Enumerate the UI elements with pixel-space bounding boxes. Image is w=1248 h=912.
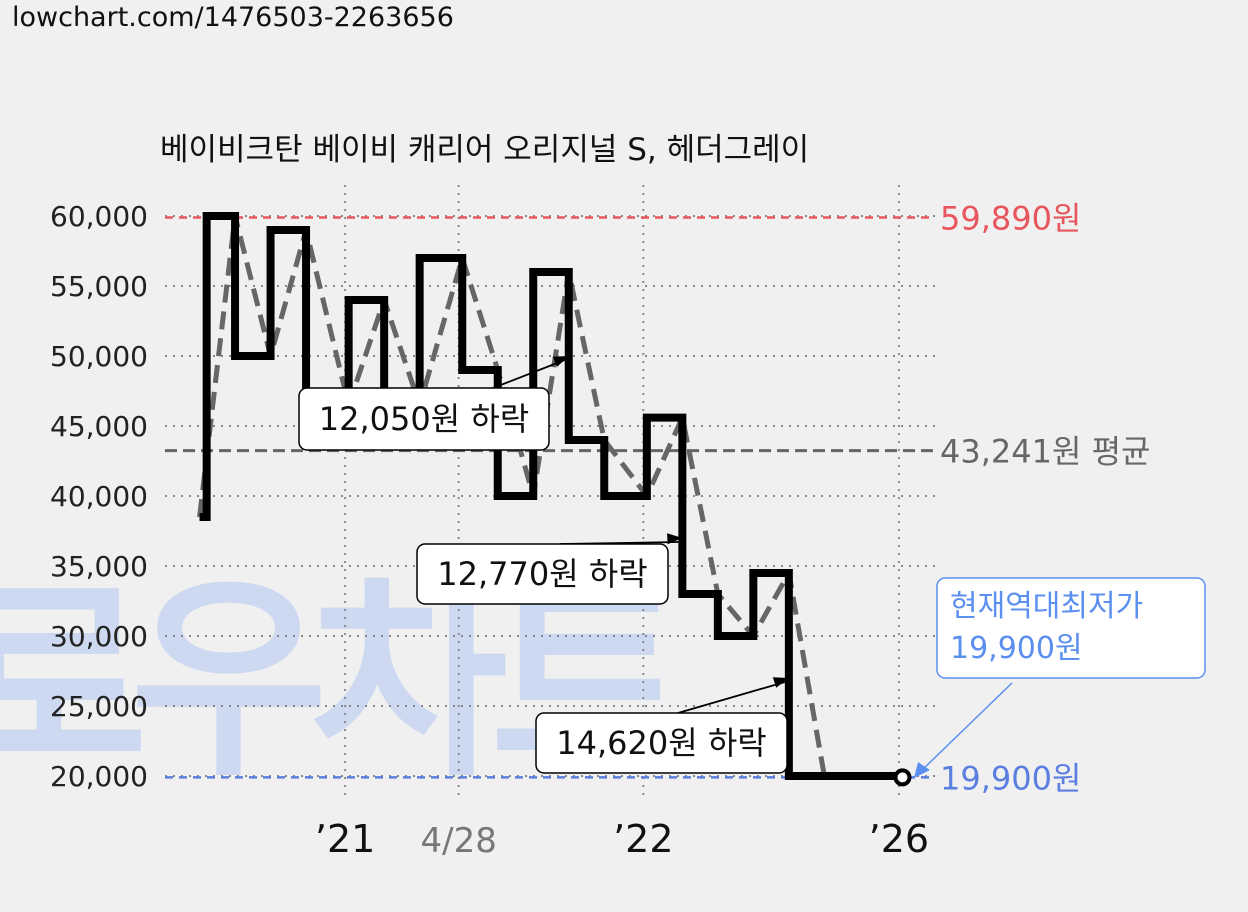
y-tick-label: 60,000 [50,200,148,233]
price-step-line [199,212,903,780]
annotation-arrowhead [772,677,789,688]
annotation-label: 14,620원 하락 [556,724,766,762]
ref-label-min: 19,900원 [940,759,1081,797]
drop-annotation: 14,620원 하락 [535,677,789,774]
min-callout-arrow [919,682,1013,773]
page-url: lowchart.com/1476503-2263656 [12,2,454,33]
annotation-box [298,387,550,451]
x-axis: ’21 4/28 ’22 ’26 [315,817,929,861]
annotation-arrow [677,681,786,714]
y-axis: 60,000 55,000 50,000 45,000 40,000 35,000 30,0… [50,200,148,793]
min-callout-line1: 현재역대최저가 [950,589,1143,624]
series-layer [197,212,912,787]
y-tick-label: 45,000 [50,410,148,443]
reference-lines: 59,890원 43,241원 평균 19,900원 [165,200,1150,797]
x-tick-label: ’26 [869,817,929,861]
x-tick-label: 4/28 [421,821,497,861]
chart-title: 베이비크탄 베이비 캐리어 오리지널 S, 헤더그레이 [160,132,809,168]
min-callout: 현재역대최저가 19,900원 [914,577,1206,778]
ref-label-avg: 43,241원 평균 [940,433,1150,471]
annotation-arrow [487,359,566,391]
drop-annotation: 12,770원 하락 [416,533,683,605]
y-tick-label: 25,000 [50,690,148,723]
x-tick-label: ’21 [315,817,375,861]
annotation-label: 12,770원 하락 [437,555,647,593]
min-callout-arrowhead [914,762,930,778]
annotation-box [416,543,669,605]
grid [165,185,935,800]
x-tick-label: ’22 [613,817,673,861]
annotations: 12,050원 하락 12,770원 하락 14,620원 하락 [298,356,789,774]
y-tick-label: 50,000 [50,340,148,373]
ref-label-max: 59,890원 [940,200,1081,238]
y-tick-label: 40,000 [50,480,148,513]
annotation-label: 12,050원 하락 [319,400,529,438]
current-price-point [893,768,912,787]
y-tick-label: 30,000 [50,620,148,653]
min-callout-box [936,577,1206,679]
y-tick-label: 35,000 [50,550,148,583]
min-callout-line2: 19,900원 [950,631,1083,666]
drop-annotation: 12,050원 하락 [298,356,569,451]
y-tick-label: 20,000 [50,760,148,793]
annotation-arrowhead [667,533,683,545]
y-tick-label: 55,000 [50,270,148,303]
annotation-box [535,712,788,774]
annotation-arrowhead [552,356,569,367]
